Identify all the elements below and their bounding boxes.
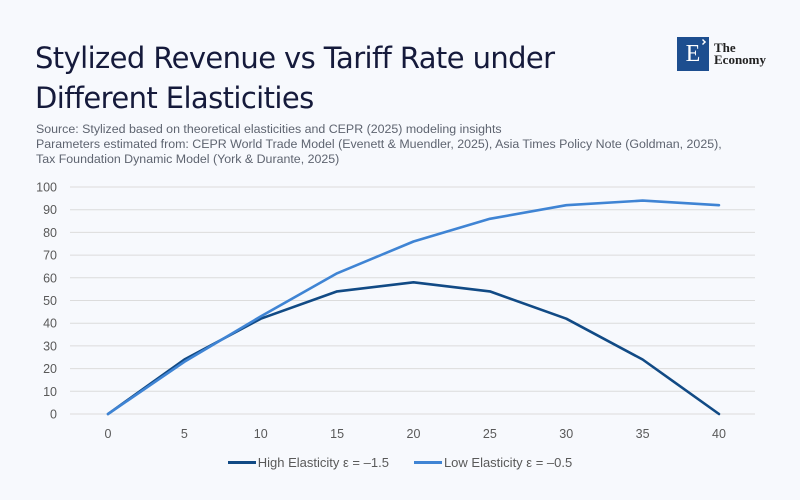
y-tick-label: 90 — [43, 203, 57, 217]
x-tick-label: 20 — [407, 427, 421, 441]
logo-line-2: Economy — [714, 52, 766, 67]
x-tick-label: 15 — [330, 427, 344, 441]
y-tick-label: 50 — [43, 294, 57, 308]
x-tick-label: 30 — [559, 427, 573, 441]
y-tick-label: 40 — [43, 317, 57, 331]
y-tick-label: 0 — [50, 408, 57, 422]
chart-legend: High Elasticity ε = –1.5 Low Elasticity … — [0, 455, 800, 470]
logo-wordmark: The Economy — [714, 40, 766, 67]
source-line-3: Tax Foundation Dynamic Model (York & Dur… — [36, 152, 340, 166]
x-tick-label: 40 — [712, 427, 726, 441]
legend-label-high: High Elasticity ε = –1.5 — [257, 455, 389, 470]
legend-swatch-high — [227, 461, 256, 464]
x-tick-label: 35 — [636, 427, 650, 441]
y-tick-label: 100 — [36, 181, 57, 195]
chart-source-notes: Source: Stylized based on theoretical el… — [36, 122, 722, 167]
source-line-1: Source: Stylized based on theoretical el… — [36, 122, 502, 136]
legend-item-low-elasticity: Low Elasticity ε = –0.5 — [413, 455, 573, 470]
legend-label-low: Low Elasticity ε = –0.5 — [443, 455, 573, 470]
y-tick-label: 80 — [43, 226, 57, 240]
y-tick-label: 70 — [43, 249, 57, 263]
legend-swatch-low — [413, 461, 442, 464]
source-line-2: Parameters estimated from: CEPR World Tr… — [36, 137, 722, 151]
x-tick-label: 25 — [483, 427, 497, 441]
x-tick-label: 0 — [105, 427, 112, 441]
gridlines — [70, 186, 755, 415]
y-tick-label: 10 — [43, 385, 57, 399]
y-tick-label: 20 — [43, 362, 57, 376]
series-line-low-elasticity — [106, 199, 721, 416]
y-tick-label: 60 — [43, 271, 57, 285]
the-economy-logo: E The Economy — [677, 37, 766, 71]
series-line-high-elasticity — [106, 280, 721, 416]
logo-mark-icon: E — [677, 37, 709, 71]
chart-title: Stylized Revenue vs Tariff Rate under Di… — [35, 41, 555, 115]
y-axis-ticks: 0 10 20 30 40 50 60 70 80 90 100 — [36, 181, 57, 422]
x-axis-ticks: 0 5 10 15 20 25 30 35 40 — [105, 427, 726, 441]
x-tick-label: 10 — [254, 427, 268, 441]
logo-line-1: The — [714, 40, 736, 55]
legend-item-high-elasticity: High Elasticity ε = –1.5 — [227, 455, 389, 470]
series-lines — [106, 199, 721, 416]
x-tick-label: 5 — [181, 427, 188, 441]
y-tick-label: 30 — [43, 339, 57, 353]
